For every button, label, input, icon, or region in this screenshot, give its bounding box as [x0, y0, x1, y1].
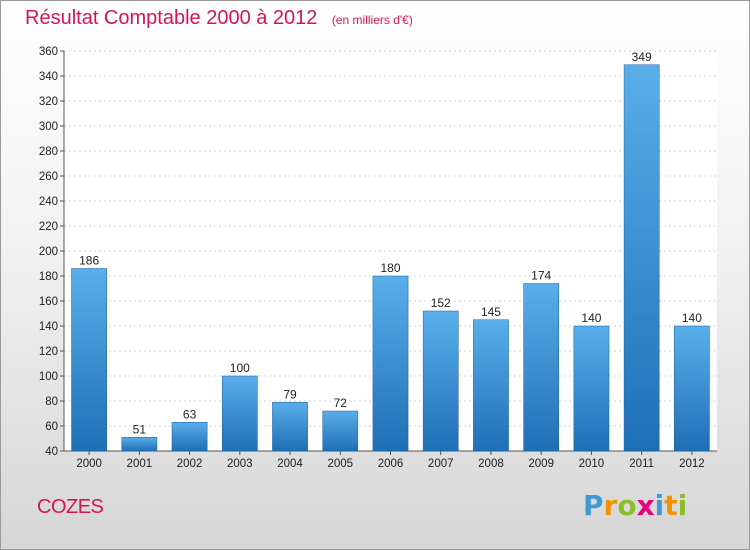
bar-2009 — [523, 283, 560, 452]
x-tick-label: 2000 — [76, 458, 102, 470]
bar-2000 — [71, 268, 107, 452]
y-tick-label: 320 — [39, 96, 58, 108]
x-tick-label: 2002 — [177, 458, 203, 470]
y-tick-label: 60 — [45, 421, 58, 433]
data-label-2009: 174 — [531, 269, 551, 283]
y-tick-label: 360 — [39, 46, 58, 58]
x-tick-label: 2010 — [579, 458, 605, 470]
commune-name: COZES — [37, 496, 104, 518]
data-label-2012: 140 — [682, 311, 702, 325]
data-label-2006: 180 — [380, 261, 400, 275]
x-tick-label: 2006 — [378, 458, 404, 470]
y-tick-label: 240 — [39, 196, 58, 208]
logo-letter: r — [603, 489, 618, 522]
data-label-2011: 349 — [632, 50, 652, 64]
data-label-2007: 152 — [431, 296, 451, 310]
data-label-2000: 186 — [79, 254, 99, 268]
proxiti-logo: Proxiti — [583, 489, 687, 522]
y-tick-label: 160 — [39, 296, 58, 308]
x-tick-label: 2003 — [227, 458, 253, 470]
logo-letter: t — [664, 489, 678, 522]
bar-2002 — [171, 422, 208, 452]
logo-letter: i — [654, 489, 665, 522]
y-tick-label: 120 — [39, 346, 58, 358]
data-label-2004: 79 — [283, 387, 297, 401]
x-tick-label: 2004 — [277, 458, 303, 470]
y-tick-label: 280 — [39, 146, 58, 158]
y-tick-label: 180 — [39, 271, 58, 283]
x-tick-label: 2007 — [428, 458, 454, 470]
x-tick-label: 2009 — [528, 458, 554, 470]
bar-2008 — [473, 319, 509, 452]
bar-2005 — [322, 410, 359, 452]
y-tick-label: 340 — [39, 71, 58, 83]
y-tick-label: 260 — [39, 171, 58, 183]
x-tick-label: 2005 — [327, 458, 353, 470]
data-label-2003: 100 — [230, 361, 250, 375]
bar-2003 — [221, 375, 258, 452]
x-tick-label: 2008 — [478, 458, 504, 470]
bar-2004 — [272, 402, 308, 452]
y-tick-label: 220 — [39, 221, 58, 233]
title-row: Résultat Comptable 2000 à 2012 (en milli… — [25, 7, 413, 30]
x-tick-label: 2001 — [127, 458, 153, 470]
bar-2007 — [422, 310, 459, 452]
y-tick-label: 140 — [39, 321, 58, 333]
logo-letter: P — [583, 489, 604, 522]
logo-letter: o — [617, 489, 637, 522]
x-tick-label: 2012 — [679, 458, 705, 470]
data-label-2001: 51 — [133, 422, 147, 436]
y-tick-label: 100 — [39, 371, 58, 383]
y-tick-label: 200 — [39, 246, 58, 258]
y-tick-label: 40 — [45, 446, 58, 458]
y-tick-label: 300 — [39, 121, 58, 133]
data-label-2010: 140 — [581, 311, 601, 325]
bar-2001 — [121, 437, 158, 452]
chart-subtitle: (en milliers d'€) — [331, 13, 413, 27]
chart-title: Résultat Comptable 2000 à 2012 — [25, 7, 318, 29]
logo-letter: i — [677, 489, 688, 522]
bar-2011 — [623, 64, 660, 452]
data-label-2002: 63 — [183, 407, 197, 421]
y-tick-label: 80 — [45, 396, 58, 408]
bar-2010 — [573, 325, 610, 452]
x-tick-label: 2011 — [629, 458, 654, 470]
bar-2012 — [674, 325, 710, 452]
data-label-2005: 72 — [334, 396, 348, 410]
logo-letter: x — [636, 489, 655, 522]
bar-2006 — [372, 275, 409, 452]
data-label-2008: 145 — [481, 305, 501, 319]
